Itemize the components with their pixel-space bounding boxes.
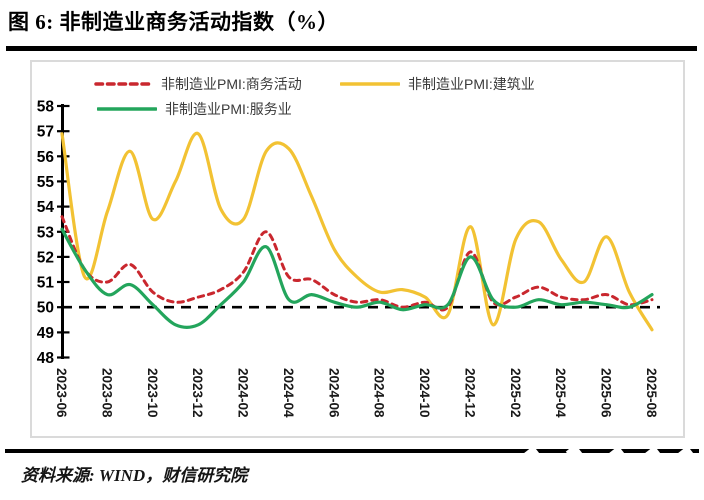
x-axis-labels: 2023-06 2023-08 2023-10 2023-12 2024-02 2024-… [54,368,659,418]
svg-text:2024-06: 2024-06 [326,368,341,418]
legend-label-services: 非制造业PMI:服务业 [165,101,292,117]
legend-label-business-activity: 非制造业PMI:商务活动 [161,76,302,92]
svg-text:2024-02: 2024-02 [236,368,251,418]
svg-text:54: 54 [37,199,55,216]
svg-text:48: 48 [37,350,55,367]
legend-line-solid-yellow-icon [340,82,400,86]
svg-text:2025-02: 2025-02 [508,368,523,418]
svg-text:56: 56 [37,149,55,166]
legend-label-construction: 非制造业PMI:建筑业 [408,76,535,92]
legend-item-construction: 非制造业PMI:建筑业 [340,74,535,94]
svg-text:2024-12: 2024-12 [463,368,478,418]
legend-line-solid-green-icon [97,107,157,111]
source-note: 资料来源: WIND，财信研究院 [21,466,248,485]
series-line-0 [60,215,654,312]
figure-title: 图 6: 非制造业商务活动指数（%） [8,10,339,34]
svg-text:57: 57 [37,124,54,141]
svg-text:2025-04: 2025-04 [553,368,568,418]
svg-text:53: 53 [37,224,55,241]
y-axis-labels: 58 57 56 55 54 53 52 51 50 49 48 [37,99,55,368]
svg-text:2023-08: 2023-08 [99,368,114,418]
svg-text:52: 52 [37,249,54,266]
legend-item-business-activity: 非制造业PMI:商务活动 [93,74,302,94]
svg-text:2023-10: 2023-10 [145,368,160,418]
svg-text:50: 50 [37,300,54,317]
svg-text:51: 51 [37,275,55,292]
svg-text:55: 55 [37,174,55,191]
svg-text:58: 58 [37,99,55,116]
svg-text:2025-08: 2025-08 [644,368,659,418]
legend-item-services: 非制造业PMI:服务业 [97,99,292,119]
svg-text:2024-04: 2024-04 [281,368,296,418]
legend-line-dashed-red-icon [94,82,152,86]
svg-text:49: 49 [37,325,55,342]
svg-text:2023-12: 2023-12 [190,368,205,418]
bottom-divider [5,449,699,453]
series-line-1 [60,227,654,329]
series-line-2 [60,132,654,332]
chart-container [30,60,685,438]
svg-text:2023-06: 2023-06 [54,368,69,418]
svg-text:2024-08: 2024-08 [372,368,387,418]
svg-text:2024-10: 2024-10 [417,368,432,418]
svg-text:2025-06: 2025-06 [599,368,614,418]
title-divider [6,46,697,51]
